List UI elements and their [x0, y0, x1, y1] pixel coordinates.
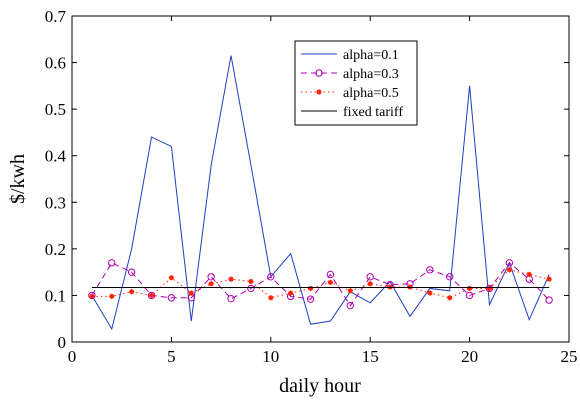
y-tick-label: 0.1 — [45, 286, 66, 305]
data-point — [108, 259, 116, 267]
legend-item: alpha=0.3 — [301, 67, 399, 82]
data-point — [426, 266, 434, 274]
data-point — [347, 288, 353, 294]
data-point-stroke — [288, 290, 293, 296]
legend-item: alpha=0.5 — [301, 86, 399, 101]
y-tick-label: 0 — [58, 333, 67, 352]
legend-label: alpha=0.1 — [343, 48, 399, 63]
y-tick-label: 0.3 — [45, 193, 66, 212]
y-tick-label: 0.2 — [45, 240, 66, 259]
y-tick-label: 0.6 — [45, 54, 66, 73]
data-point — [367, 281, 373, 287]
data-point-stroke — [89, 294, 95, 299]
y-tick-label: 0.4 — [45, 147, 67, 166]
data-point — [307, 285, 314, 292]
x-tick-label: 20 — [461, 347, 478, 366]
data-point-stroke — [427, 290, 433, 296]
data-point-stroke — [188, 290, 194, 296]
data-point — [127, 268, 136, 276]
data-point — [545, 296, 553, 304]
data-point-stroke — [507, 267, 512, 273]
data-point — [207, 273, 215, 281]
data-point-stroke — [447, 295, 453, 301]
y-tick-label: 0.7 — [45, 7, 67, 26]
data-point — [366, 273, 374, 281]
y-axis: 0 0.1 0.2 0.3 0.4 0.5 0.6 0.7 — [45, 7, 569, 352]
data-point — [486, 285, 493, 292]
legend-item: fixed tariff — [301, 105, 403, 120]
data-point — [505, 259, 514, 267]
data-point — [148, 292, 155, 299]
data-point — [327, 279, 334, 285]
data-point — [315, 69, 323, 77]
series — [91, 55, 550, 331]
legend-item: alpha=0.1 — [301, 48, 399, 63]
data-point-stroke — [109, 294, 115, 299]
data-point-stroke — [526, 272, 532, 277]
series-layer — [88, 55, 553, 331]
data-point-stroke — [208, 281, 214, 287]
data-point — [465, 291, 474, 300]
data-point-stroke — [316, 89, 322, 95]
data-point — [109, 293, 115, 299]
data-point — [326, 270, 335, 279]
data-point — [247, 284, 255, 293]
x-axis-label: daily hour — [279, 375, 361, 397]
x-tick-label: 0 — [68, 347, 77, 366]
data-point-stroke — [228, 276, 234, 282]
legend: alpha=0.1 alpha=0.3 alpha=0.5 fixed tariff — [294, 40, 418, 126]
legend-label: alpha=0.5 — [343, 86, 399, 101]
data-point — [546, 276, 552, 282]
data-point — [447, 295, 453, 301]
x-tick-label: 10 — [262, 347, 279, 366]
data-point — [446, 273, 454, 281]
data-point-stroke — [328, 280, 333, 285]
data-point-stroke — [367, 281, 373, 287]
data-point — [228, 276, 234, 282]
legend-label: fixed tariff — [343, 105, 403, 120]
data-point — [427, 290, 433, 296]
x-axis: 0 5 10 15 20 25 — [68, 16, 578, 366]
data-point — [306, 295, 315, 303]
x-tick-label: 15 — [362, 347, 379, 366]
data-point — [346, 301, 355, 310]
data-point — [227, 294, 235, 303]
data-point — [168, 275, 174, 281]
data-point — [268, 295, 274, 301]
data-point — [188, 290, 194, 296]
x-tick-label: 5 — [167, 347, 176, 366]
data-point-stroke — [149, 293, 154, 298]
series-line — [91, 55, 550, 331]
data-point-stroke — [268, 295, 274, 301]
data-point-stroke — [546, 276, 552, 282]
legend-box — [294, 40, 418, 126]
data-point — [506, 267, 512, 273]
data-point-stroke — [348, 288, 353, 294]
series — [88, 259, 553, 310]
data-point — [467, 285, 473, 292]
data-point-stroke — [169, 275, 174, 281]
data-point — [267, 273, 275, 281]
data-point — [129, 289, 135, 295]
y-axis-label: $/kwh — [7, 154, 29, 204]
data-point — [316, 89, 322, 95]
y-tick-label: 0.5 — [45, 100, 66, 119]
data-point-stroke — [248, 279, 254, 284]
data-point — [248, 278, 254, 285]
data-point — [526, 271, 532, 278]
x-tick-label: 25 — [561, 347, 578, 366]
data-point-stroke — [129, 289, 134, 295]
data-point — [288, 290, 294, 296]
data-point — [89, 293, 95, 299]
data-point — [147, 291, 156, 300]
data-point — [208, 281, 214, 287]
legend-label: alpha=0.3 — [343, 67, 399, 82]
data-point — [167, 294, 176, 302]
